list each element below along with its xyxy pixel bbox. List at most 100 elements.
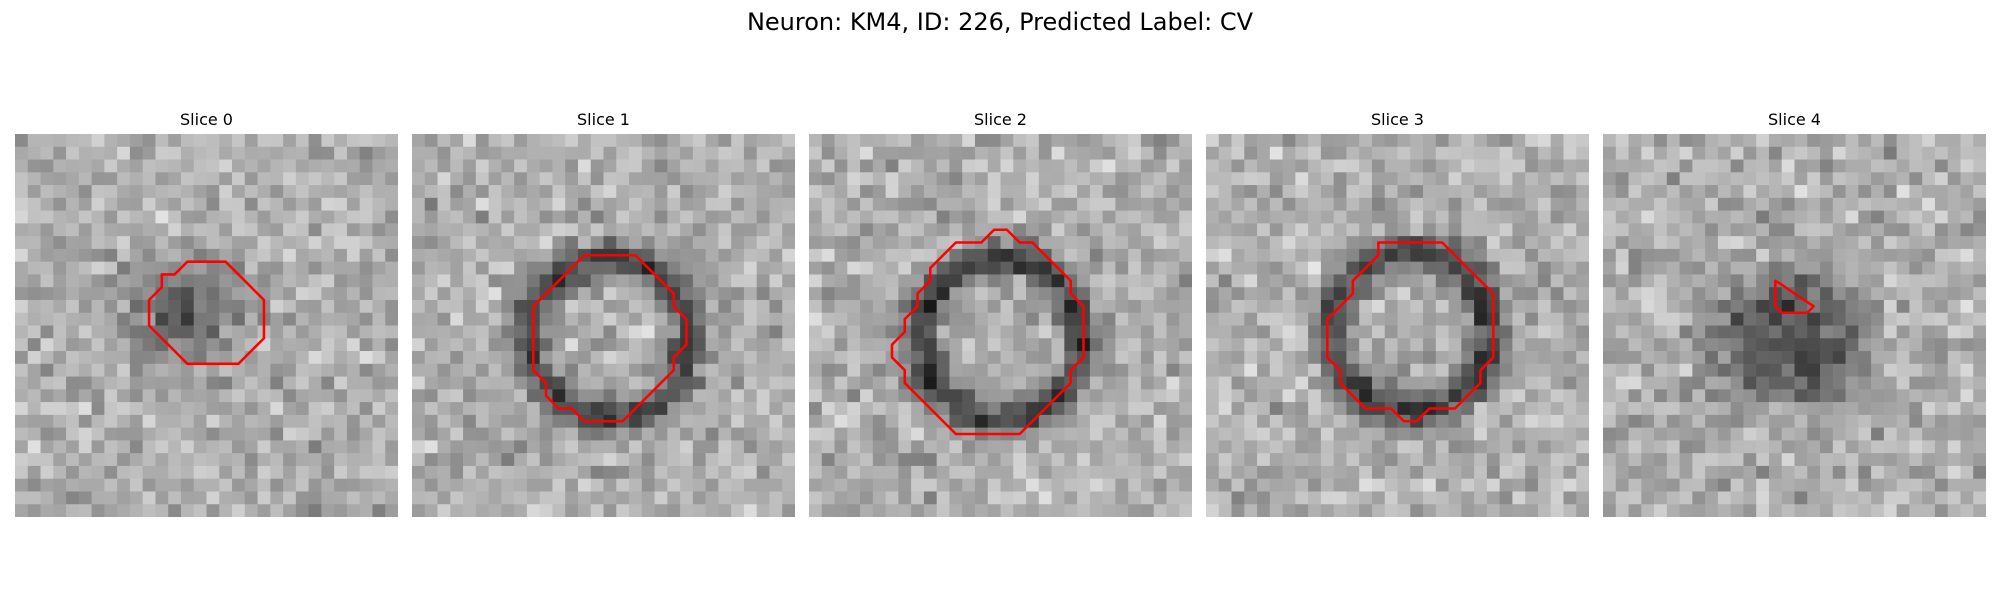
pixel	[1705, 389, 1719, 403]
pixel	[987, 236, 1001, 250]
pixel	[860, 261, 874, 275]
pixel	[1051, 223, 1065, 237]
pixel	[1153, 299, 1167, 314]
pixel	[1359, 172, 1373, 186]
pixel	[705, 299, 719, 314]
pixel	[1486, 146, 1501, 160]
pixel	[53, 299, 67, 314]
pixel	[1960, 185, 1974, 199]
pixel	[1934, 478, 1949, 492]
pixel	[1244, 453, 1258, 467]
pixel	[1563, 210, 1577, 224]
pixel	[1051, 363, 1065, 377]
pixel	[1909, 312, 1923, 326]
pixel	[104, 210, 118, 224]
pixel	[1563, 363, 1577, 377]
pixel	[526, 274, 541, 288]
pixel	[1423, 146, 1437, 160]
pixel	[1115, 185, 1129, 199]
pixel	[705, 185, 719, 199]
pixel	[1730, 159, 1744, 173]
pixel	[1717, 504, 1732, 517]
pixel	[1064, 491, 1078, 505]
pixel	[1705, 325, 1719, 339]
pixel	[488, 351, 502, 365]
pixel	[731, 248, 745, 263]
pixel	[743, 197, 758, 211]
pixel	[1371, 453, 1386, 467]
pixel	[1140, 376, 1155, 390]
pixel	[244, 159, 258, 173]
pixel	[193, 402, 207, 416]
pixel	[1371, 210, 1386, 224]
pixel	[962, 414, 976, 429]
pixel	[1499, 236, 1513, 250]
pixel	[1922, 312, 1936, 326]
pixel	[180, 427, 195, 441]
pixel	[1794, 491, 1808, 505]
pixel	[346, 491, 361, 505]
pixel	[1359, 376, 1373, 390]
pixel	[1218, 402, 1232, 416]
pixel	[1269, 274, 1283, 288]
pixel	[1603, 210, 1617, 224]
pixel	[949, 478, 963, 492]
pixel	[1397, 159, 1411, 173]
pixel	[1295, 453, 1309, 467]
pixel	[1641, 287, 1655, 301]
pixel	[104, 236, 118, 250]
pixel	[1179, 185, 1192, 199]
pixel	[641, 453, 655, 467]
pixel	[1883, 402, 1898, 416]
pixel	[1115, 478, 1129, 492]
pixel	[1730, 210, 1744, 224]
pixel	[1244, 236, 1258, 250]
pixel	[1922, 210, 1936, 224]
pixel	[923, 223, 938, 237]
pixel	[809, 146, 823, 160]
pixel	[782, 504, 795, 517]
pixel	[1026, 389, 1040, 403]
pixel	[1679, 134, 1693, 148]
pixel	[1244, 491, 1258, 505]
pixel	[1666, 325, 1680, 339]
pixel	[1461, 491, 1475, 505]
pixel	[1474, 351, 1488, 365]
pixel	[667, 440, 681, 454]
pixel	[1026, 287, 1040, 301]
pixel	[1576, 248, 1589, 263]
pixel	[1257, 389, 1271, 403]
pixel	[1550, 146, 1564, 160]
pixel	[923, 312, 938, 326]
pixel	[1038, 210, 1052, 224]
pixel	[1820, 172, 1834, 186]
pixel	[1128, 236, 1142, 250]
pixel	[193, 185, 207, 199]
pixel	[1628, 504, 1642, 517]
pixel	[1423, 134, 1437, 148]
pixel	[53, 134, 67, 148]
pixel	[1871, 312, 1885, 326]
pixel	[782, 223, 795, 237]
pixel	[514, 389, 528, 403]
pixel	[334, 223, 348, 237]
pixel	[385, 414, 398, 429]
pixel	[1743, 134, 1757, 148]
pixel	[667, 491, 681, 505]
pixel	[1282, 236, 1296, 250]
pixel	[1615, 287, 1629, 301]
pixel	[475, 185, 489, 199]
pixel	[219, 376, 233, 390]
pixel	[1525, 325, 1539, 339]
pixel	[1128, 465, 1142, 480]
pixel	[718, 376, 732, 390]
pixel	[1333, 261, 1347, 275]
pixel	[308, 504, 322, 517]
pixel	[437, 453, 451, 467]
pixel	[1077, 427, 1091, 441]
pixel	[1077, 453, 1091, 467]
pixel	[847, 299, 861, 314]
pixel	[206, 465, 220, 480]
pixel	[1269, 351, 1283, 365]
pixel	[40, 325, 54, 339]
